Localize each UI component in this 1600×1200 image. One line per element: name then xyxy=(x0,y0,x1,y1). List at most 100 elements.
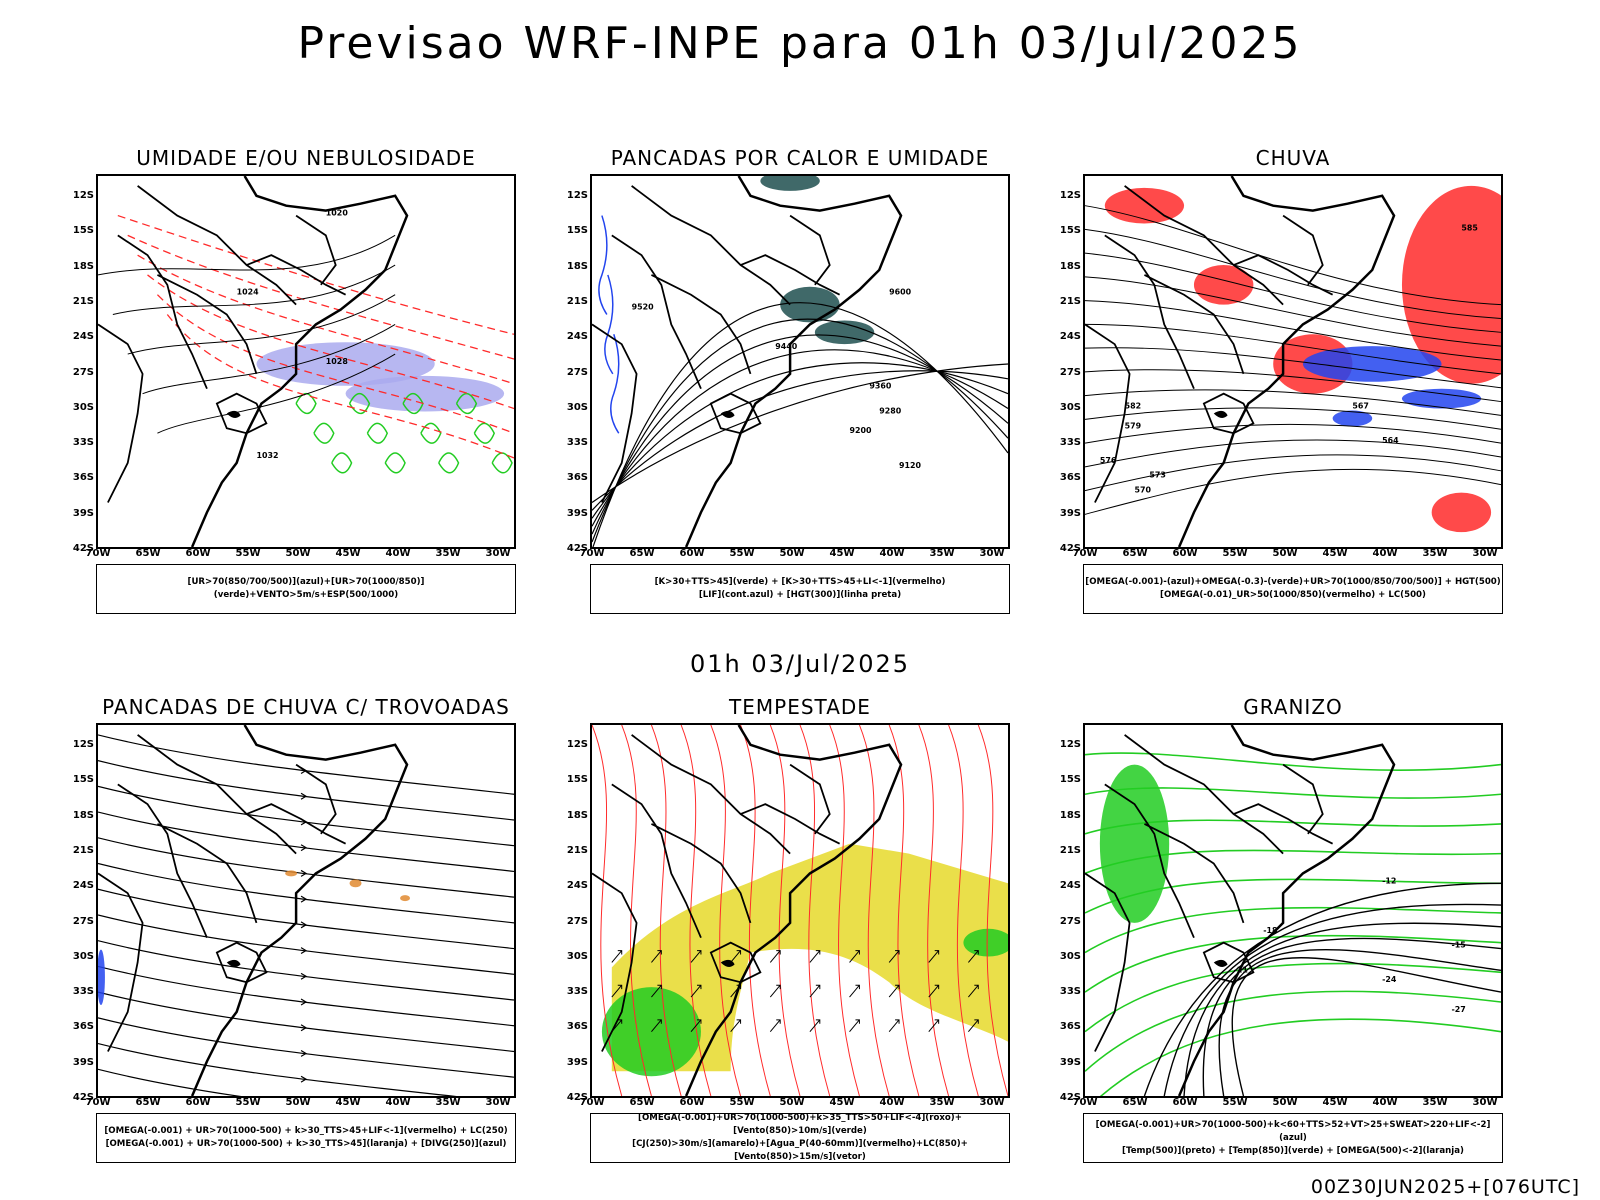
contour-label: 9280 xyxy=(879,406,902,415)
temp850-line xyxy=(1085,990,1501,1072)
contour-label: 570 xyxy=(1135,486,1152,495)
legend-line: [CJ(250)>30m/s](amarelo)+[Agua_P(40-60mm… xyxy=(632,1139,968,1162)
lat-tick-label: 27S xyxy=(72,366,94,378)
lon-axis: 70W 65W 60W 55W 50W 45W 40W 35W 30W xyxy=(1073,548,1503,562)
wind-vector xyxy=(730,1019,742,1033)
country-border xyxy=(157,274,258,375)
lat-tick-label: 18S xyxy=(566,260,588,272)
lake-mark xyxy=(226,410,241,418)
wind-vector xyxy=(928,1019,940,1033)
legend-box: [OMEGA(-0.001)+UR>70(1000-500)+k<60+TTS>… xyxy=(1083,1113,1503,1163)
contour-label: 1032 xyxy=(256,451,278,460)
lat-tick-label: 42S xyxy=(72,543,94,554)
contour-label: 585 xyxy=(1461,223,1478,232)
lat-tick-label: 21S xyxy=(566,844,588,856)
panel-title: UMIDADE E/OU NEBULOSIDADE xyxy=(136,146,476,170)
lat-tick-label: 33S xyxy=(1059,986,1081,998)
flow-arrow xyxy=(300,921,308,929)
hgt500-line xyxy=(1085,369,1501,403)
lon-tick-label: 70W xyxy=(579,1097,605,1108)
lon-axis: 70W 65W 60W 55W 50W 45W 40W 35W 30W xyxy=(86,548,516,562)
panel-title: TEMPESTADE xyxy=(729,695,871,719)
wind-vector xyxy=(888,1019,900,1033)
streamline xyxy=(98,1042,457,1096)
lake-mark xyxy=(226,959,241,967)
legend-line: [UR>70(850/700/500)](azul)+[UR>70(1000/8… xyxy=(187,577,425,600)
lon-tick-label: 40W xyxy=(879,548,905,559)
wind-vector xyxy=(928,984,940,998)
hgt300-isoline xyxy=(592,363,1008,503)
lat-tick-label: 36S xyxy=(1059,1021,1081,1033)
wind-vector xyxy=(809,950,821,963)
flow-arrow xyxy=(300,895,308,903)
country-border xyxy=(1233,254,1334,296)
country-border xyxy=(611,234,702,390)
contour-label: 9360 xyxy=(869,382,892,391)
wind-vector xyxy=(888,984,900,998)
streamline xyxy=(98,811,514,873)
lon-tick-label: 65W xyxy=(1122,1097,1148,1108)
coastline xyxy=(684,176,903,547)
lat-tick-label: 42S xyxy=(72,1092,94,1103)
map-canvas: 1020 1024 1028 1032 xyxy=(98,176,514,547)
country-border xyxy=(246,254,347,296)
wind-vector xyxy=(769,950,781,963)
lon-tick-label: 45W xyxy=(335,548,361,559)
lat-tick-label: 15S xyxy=(566,774,588,786)
humidity-contour xyxy=(473,422,496,444)
flow-arrow xyxy=(300,869,308,877)
lif-contour xyxy=(610,334,620,434)
hgt500-line xyxy=(1085,407,1501,430)
lat-tick-label: 21S xyxy=(566,295,588,307)
lat-tick-label: 12S xyxy=(1059,190,1081,201)
wind-vector xyxy=(849,984,860,998)
streamline-850 xyxy=(740,725,771,1096)
lat-tick-label: 42S xyxy=(566,1092,588,1103)
map-canvas xyxy=(592,725,1008,1096)
flow-arrow xyxy=(300,972,308,980)
lat-tick-label: 30S xyxy=(1059,950,1081,962)
contour-label: 9200 xyxy=(850,426,873,435)
legend-line: [OMEGA(-0.001) + UR>70(1000-500) + k>30_… xyxy=(105,1139,507,1149)
temp850-dense xyxy=(1099,764,1170,923)
lon-tick-label: 35W xyxy=(929,1097,955,1108)
lon-tick-label: 60W xyxy=(1172,548,1198,559)
legend-line: [K>30+TTS>45](verde) + [K>30+TTS>45+LI<-… xyxy=(654,577,946,587)
lat-tick-label: 27S xyxy=(1059,366,1081,378)
country-border xyxy=(709,392,762,435)
wind-vector xyxy=(730,950,742,963)
lon-tick-label: 40W xyxy=(1372,1097,1398,1108)
lif-contour xyxy=(598,215,608,315)
country-border xyxy=(611,783,702,939)
contour-label: 582 xyxy=(1125,401,1142,410)
panel-title: GRANIZO xyxy=(1243,695,1343,719)
streamline xyxy=(98,1068,242,1096)
lat-tick-label: 39S xyxy=(72,1056,94,1068)
lat-tick-label: 39S xyxy=(72,507,94,519)
legend-box: [K>30+TTS>45](verde) + [K>30+TTS>45+LI<-… xyxy=(590,564,1010,614)
country-border xyxy=(740,254,841,296)
temp500-line xyxy=(1183,922,1501,1096)
lat-tick-label: 12S xyxy=(72,190,94,201)
lat-tick-label: 36S xyxy=(72,472,94,484)
rain-area xyxy=(1104,187,1185,224)
lon-tick-label: 30W xyxy=(485,1097,511,1108)
lon-tick-label: 65W xyxy=(629,548,655,559)
wind850-area xyxy=(963,928,1008,957)
lat-tick-label: 18S xyxy=(72,260,94,272)
lat-tick-label: 12S xyxy=(1059,739,1081,750)
lat-tick-label: 30S xyxy=(1059,401,1081,413)
convection-area xyxy=(780,286,840,323)
humidity-area xyxy=(345,375,505,412)
humidity-contour xyxy=(384,452,406,474)
coastline xyxy=(190,176,409,547)
map-chuva: 585 582 579 576 573 570 567 564 xyxy=(1083,174,1503,549)
lon-axis: 70W 65W 60W 55W 50W 45W 40W 35W 30W xyxy=(580,1097,1010,1111)
lon-axis: 70W 65W 60W 55W 50W 45W 40W 35W 30W xyxy=(580,548,1010,562)
humidity-contour xyxy=(313,422,335,444)
lon-tick-label: 35W xyxy=(1422,1097,1448,1108)
lat-tick-label: 15S xyxy=(1059,774,1081,786)
wind-vector xyxy=(651,950,662,963)
lat-tick-label: 27S xyxy=(72,915,94,927)
humidity-contour xyxy=(420,422,442,444)
